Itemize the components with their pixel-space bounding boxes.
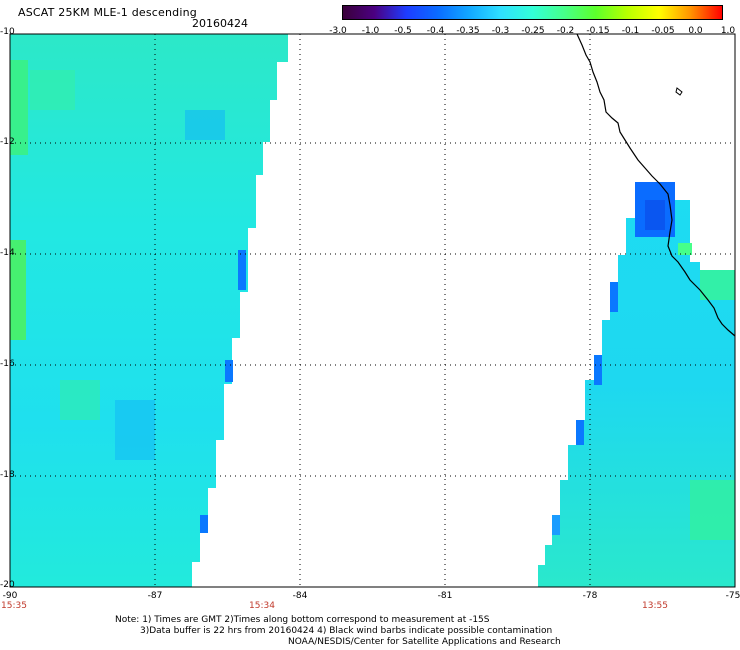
coastline bbox=[576, 33, 736, 337]
colorbar-label: -0.1 bbox=[621, 26, 640, 36]
lat-label: -16 bbox=[0, 359, 15, 369]
colorbar-label: -0.4 bbox=[426, 26, 445, 36]
time-label: 13:55 bbox=[642, 601, 668, 611]
lon-label: -84 bbox=[292, 591, 308, 601]
colorbar-label: 1.0 bbox=[720, 26, 736, 36]
lon-label: -75 bbox=[725, 591, 740, 601]
data-patch bbox=[10, 240, 26, 340]
lat-label: -18 bbox=[0, 470, 15, 480]
footnote-credit: NOAA/NESDIS/Center for Satellite Applica… bbox=[288, 637, 561, 647]
lat-label: -20 bbox=[0, 580, 15, 590]
colorbar-label: -0.5 bbox=[394, 26, 412, 36]
map-title: ASCAT 25KM MLE-1 descending bbox=[18, 6, 197, 19]
colorbar-label: -0.3 bbox=[491, 26, 510, 36]
data-patch bbox=[225, 360, 233, 382]
map-date: 20160424 bbox=[192, 17, 248, 30]
lon-label: -87 bbox=[147, 591, 163, 601]
data-patch bbox=[552, 515, 560, 535]
colorbar-labels: -3.0 -1.0 -0.5 -0.4 -0.35 -0.3 -0.25 -0.… bbox=[329, 26, 736, 38]
data-patch bbox=[690, 480, 735, 540]
colorbar-label: -0.25 bbox=[521, 26, 545, 36]
data-patch bbox=[30, 70, 75, 110]
swath-east bbox=[538, 182, 735, 587]
data-patch bbox=[576, 420, 584, 445]
colorbar-label: -3.0 bbox=[329, 26, 347, 36]
graticule bbox=[10, 34, 735, 587]
data-patch bbox=[678, 243, 692, 255]
colorbar-label: -0.35 bbox=[456, 26, 480, 36]
lon-label: -78 bbox=[582, 591, 598, 601]
data-patch bbox=[60, 380, 100, 420]
data-patch bbox=[645, 200, 665, 230]
colorbar bbox=[342, 5, 723, 20]
swath-west bbox=[10, 34, 288, 587]
lon-label: -90 bbox=[2, 591, 18, 601]
data-patch bbox=[115, 400, 155, 460]
lat-label: -10 bbox=[0, 27, 15, 37]
colorbar-label: 0.0 bbox=[688, 26, 703, 36]
data-patch bbox=[200, 515, 208, 533]
data-patch bbox=[700, 270, 735, 300]
lon-label: -81 bbox=[437, 591, 453, 601]
footnote-line: Note: 1) Times are GMT 2)Times along bot… bbox=[115, 615, 490, 625]
lat-label: -12 bbox=[0, 137, 15, 147]
data-patch bbox=[610, 282, 618, 312]
footnote-line: 3)Data buffer is 22 hrs from 20160424 4)… bbox=[140, 626, 553, 636]
data-patch bbox=[185, 110, 225, 140]
time-label: 15:35 bbox=[1, 601, 27, 611]
data-patch bbox=[238, 250, 246, 290]
colorbar-label: -0.2 bbox=[556, 26, 575, 36]
lat-label: -14 bbox=[0, 248, 15, 258]
data-patch bbox=[594, 355, 602, 385]
data-patch bbox=[10, 60, 28, 155]
island-outline bbox=[675, 87, 683, 96]
time-label: 15:34 bbox=[249, 601, 275, 611]
map-frame bbox=[9, 33, 736, 588]
colorbar-label: -0.05 bbox=[651, 26, 675, 36]
colorbar-label: -0.15 bbox=[586, 26, 610, 36]
colorbar-label: -1.0 bbox=[361, 26, 380, 36]
